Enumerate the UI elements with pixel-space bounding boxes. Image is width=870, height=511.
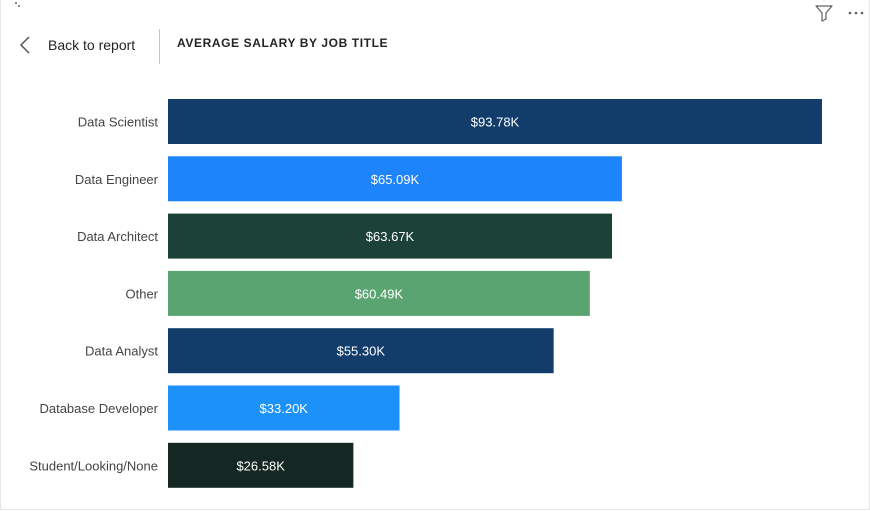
bar-0[interactable]	[168, 99, 822, 144]
header-divider	[159, 29, 160, 64]
data-label-6: $26.58K	[236, 458, 285, 473]
back-to-report-button[interactable]: Back to report	[18, 31, 135, 59]
category-label-6: Student/Looking/None	[29, 458, 158, 473]
filter-icon[interactable]	[815, 4, 833, 22]
data-label-1: $65.09K	[371, 172, 420, 187]
more-options-icon[interactable]	[846, 4, 866, 22]
category-label-0: Data Scientist	[78, 115, 159, 130]
category-label-4: Data Analyst	[85, 344, 158, 359]
bar-3[interactable]	[168, 270, 590, 316]
chart-title: AVERAGE SALARY BY JOB TITLE	[177, 36, 389, 50]
category-label-5: Database Developer	[39, 401, 158, 416]
category-label-3: Other	[125, 286, 158, 301]
bar-5[interactable]	[168, 385, 400, 431]
bar-1[interactable]	[168, 156, 622, 202]
data-label-4: $55.30K	[337, 344, 386, 359]
resize-handle-icon[interactable]	[15, 2, 20, 7]
data-label-3: $60.49K	[355, 286, 404, 301]
category-label-2: Data Architect	[77, 229, 158, 244]
data-label-2: $63.67K	[366, 229, 415, 244]
category-label-1: Data Engineer	[75, 172, 159, 187]
bar-4[interactable]	[168, 328, 554, 374]
data-label-5: $33.20K	[260, 401, 309, 416]
back-to-report-label: Back to report	[48, 37, 136, 53]
chevron-left-icon	[19, 36, 30, 54]
bar-6[interactable]	[168, 442, 354, 488]
data-label-0: $93.78K	[471, 115, 520, 130]
bar-2[interactable]	[168, 213, 613, 259]
